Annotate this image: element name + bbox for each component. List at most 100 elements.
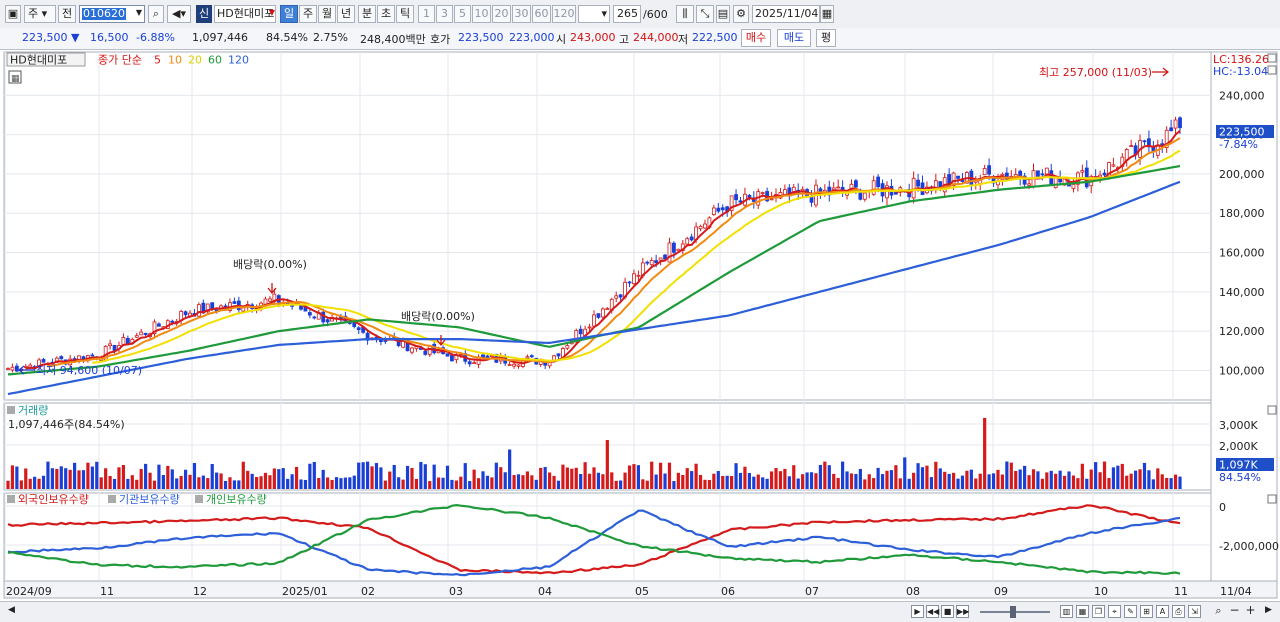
save-icon[interactable]: ▤ bbox=[716, 5, 730, 23]
play-icon[interactable]: ▶ bbox=[911, 605, 924, 618]
period-year-button[interactable]: 년 bbox=[337, 5, 355, 23]
sell-button[interactable]: 매도 bbox=[777, 29, 811, 47]
code-dropdown-icon[interactable]: ▼ bbox=[135, 8, 143, 17]
holding-panel-close-icon[interactable] bbox=[1267, 494, 1277, 504]
period-day-button[interactable]: 일 bbox=[280, 5, 298, 23]
price-panel-max-icon[interactable] bbox=[1267, 65, 1277, 75]
stock-code-input[interactable]: 010620 bbox=[79, 5, 145, 23]
price-y-tick: 160,000 bbox=[1219, 247, 1265, 260]
volume-tick-3000k: 3,000K bbox=[1219, 419, 1258, 432]
volume-bar bbox=[903, 457, 907, 489]
count-input[interactable]: 265 bbox=[613, 5, 641, 23]
minute-20-button[interactable]: 20 bbox=[492, 5, 511, 23]
scroll-right-icon[interactable]: ▶ bbox=[1265, 605, 1272, 615]
candle-body bbox=[960, 179, 965, 183]
candle-body bbox=[587, 326, 592, 329]
copy-icon[interactable]: ❐ bbox=[1092, 605, 1105, 618]
volume-bar bbox=[1080, 463, 1084, 489]
period-tick-button[interactable]: 틱 bbox=[396, 5, 414, 23]
candle-body bbox=[268, 298, 272, 302]
evaluate-button[interactable]: 평 bbox=[816, 29, 836, 47]
rewind-icon[interactable]: ◀◀ bbox=[926, 605, 940, 618]
candle-body bbox=[170, 320, 175, 323]
minute-custom-select[interactable]: ▾ bbox=[578, 5, 610, 23]
volume-bar bbox=[112, 478, 117, 489]
zoom-slider-handle[interactable] bbox=[1010, 606, 1016, 618]
trend-icon[interactable]: ⤡ bbox=[696, 5, 714, 23]
price-change: 16,500 bbox=[90, 31, 129, 44]
minute-120-button[interactable]: 120 bbox=[552, 5, 576, 23]
period-month-button[interactable]: 월 bbox=[318, 5, 336, 23]
date-input[interactable]: 2025/11/04 bbox=[752, 5, 820, 23]
volume-bar bbox=[823, 461, 827, 489]
zoom-icon[interactable]: ⌕ bbox=[1215, 604, 1222, 617]
gear-icon[interactable]: ⚙ bbox=[733, 5, 749, 23]
minute-10-button[interactable]: 10 bbox=[472, 5, 491, 23]
price-panel-close-icon[interactable] bbox=[1267, 53, 1277, 63]
volume-bar bbox=[24, 468, 28, 489]
minute-1-button[interactable]: 1 bbox=[418, 5, 435, 23]
volume-bar bbox=[1134, 470, 1138, 489]
minute-3-button[interactable]: 3 bbox=[436, 5, 453, 23]
x-axis-label: 07 bbox=[805, 585, 819, 598]
market-select[interactable]: 전 bbox=[58, 5, 76, 23]
print-icon[interactable]: ⎙ bbox=[1172, 605, 1185, 618]
foreign-holding-line bbox=[7, 504, 1181, 575]
volume-value: 1,097,446 bbox=[192, 31, 248, 44]
candle-body bbox=[956, 175, 960, 179]
stock-name-tag: HD현대미포 bbox=[10, 54, 67, 67]
speaker-icon[interactable]: ◀▾ bbox=[167, 5, 191, 23]
zoom-in-icon[interactable]: + bbox=[1245, 603, 1256, 617]
calendar-icon[interactable]: ▦ bbox=[820, 5, 834, 23]
window-icon[interactable]: ▣ bbox=[5, 5, 21, 23]
compare-icon[interactable]: ▦ bbox=[1076, 605, 1089, 618]
period-week-button[interactable]: 주 bbox=[299, 5, 317, 23]
stop-icon[interactable]: ■ bbox=[941, 605, 954, 618]
volume-panel-close-icon[interactable] bbox=[1267, 405, 1277, 415]
bottom-scrollbar[interactable]: ◀ ▶ ◀◀ ■ ▶▶ ▥ ▦ ❐ ⌖ ✎ ⊞ A ⎙ ⇲ ⌕ − + ▶ bbox=[0, 601, 1280, 622]
volume-bar bbox=[778, 471, 783, 489]
chart-type-icon[interactable]: ▥ bbox=[1060, 605, 1073, 618]
buy-button[interactable]: 매수 bbox=[741, 29, 771, 47]
candle-body bbox=[28, 364, 33, 368]
volume-bar bbox=[1160, 474, 1164, 489]
draw-icon[interactable]: ✎ bbox=[1124, 605, 1137, 618]
volume-bar bbox=[135, 479, 139, 489]
scroll-left-icon[interactable]: ◀ bbox=[8, 605, 15, 615]
volume-bar bbox=[841, 461, 845, 489]
asset-type-select[interactable]: 주 ▾ bbox=[24, 5, 56, 23]
search-icon[interactable]: ⌕ bbox=[148, 5, 164, 23]
candle-body bbox=[472, 362, 477, 365]
volume-bar bbox=[55, 468, 59, 489]
split-icon[interactable]: ⊞ bbox=[1140, 605, 1153, 618]
volume-bar bbox=[472, 469, 476, 489]
volume-bar bbox=[1049, 470, 1053, 489]
candle-body bbox=[410, 347, 414, 353]
chart-svg[interactable]: HD현대미포 종가 단순 5 10 20 60 120 ▦ LC:136.26 … bbox=[0, 50, 1280, 602]
candle-body bbox=[734, 194, 738, 201]
stock-name-dropdown-icon[interactable]: ▼ bbox=[268, 8, 276, 17]
period-minute-button[interactable]: 분 bbox=[358, 5, 376, 23]
minute-30-button[interactable]: 30 bbox=[512, 5, 531, 23]
zoom-out-icon[interactable]: − bbox=[1229, 603, 1240, 617]
volume-bar bbox=[152, 480, 157, 489]
text-icon[interactable]: A bbox=[1156, 605, 1169, 618]
period-second-button[interactable]: 초 bbox=[377, 5, 395, 23]
candle-body bbox=[529, 355, 534, 358]
forward-icon[interactable]: ▶▶ bbox=[956, 605, 970, 618]
price-y-tick: 120,000 bbox=[1219, 325, 1265, 338]
calculator-icon[interactable] bbox=[8, 70, 22, 84]
minute-60-button[interactable]: 60 bbox=[532, 5, 551, 23]
volume-bar bbox=[641, 479, 645, 489]
candle-body bbox=[876, 176, 881, 188]
candle-body bbox=[139, 331, 144, 336]
volume-bar bbox=[880, 474, 885, 489]
candle-icon[interactable]: ⫼ bbox=[676, 5, 694, 23]
chart-area[interactable]: HD현대미포 종가 단순 5 10 20 60 120 ▦ LC:136.26 … bbox=[0, 50, 1280, 602]
minute-5-button[interactable]: 5 bbox=[454, 5, 471, 23]
export-icon[interactable]: ⇲ bbox=[1188, 605, 1201, 618]
price-change-pct: -6.88% bbox=[136, 31, 175, 44]
candle-body bbox=[685, 238, 690, 245]
crosshair-icon[interactable]: ⌖ bbox=[1108, 605, 1121, 618]
volume-bar bbox=[685, 468, 689, 489]
